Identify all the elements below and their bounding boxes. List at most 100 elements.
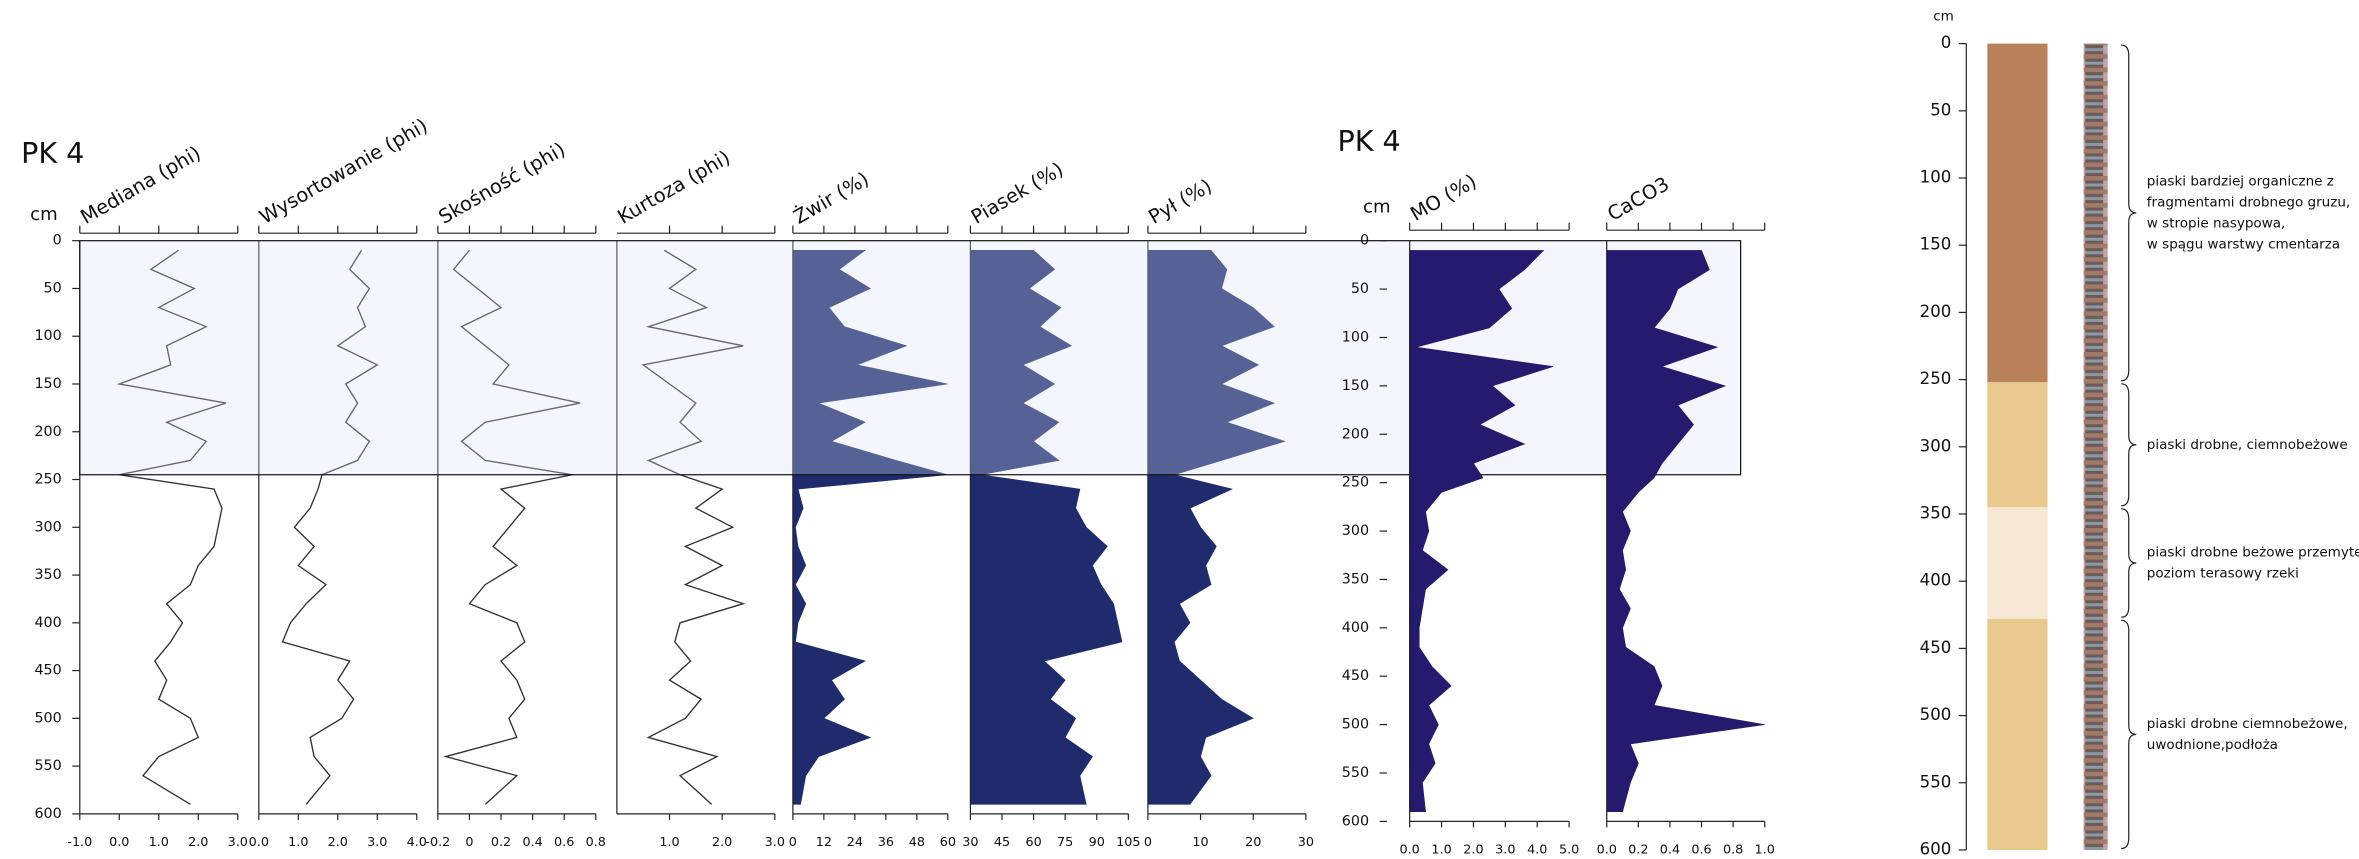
- depth-tick-label: 0: [1941, 33, 1952, 52]
- depth-line: [281, 249, 379, 805]
- x-tick-label: 75: [1057, 835, 1073, 850]
- x-tick-label: 12: [816, 835, 832, 850]
- x-tick-label: 60: [1025, 835, 1041, 850]
- panel-title: Piasek (%): [967, 158, 1067, 229]
- depth-line: [116, 249, 227, 805]
- x-tick-label: 2.0: [188, 835, 208, 850]
- depth-tick-label: 550: [34, 758, 61, 774]
- depth-axis-label: cm: [1363, 197, 1391, 218]
- x-tick-label: 60: [940, 835, 956, 850]
- x-tick-label: 36: [878, 835, 894, 850]
- depth-tick-label: 450: [1342, 668, 1369, 684]
- depth-tick-label: 100: [34, 328, 61, 344]
- panel-title: Skośność (phi): [435, 138, 570, 229]
- depth-tick-label: 250: [34, 472, 61, 488]
- depth-tick-label: 100: [1342, 329, 1369, 345]
- x-tick-label: 0.2: [1628, 842, 1648, 857]
- x-tick-label: 0.6: [554, 835, 574, 850]
- panel-title: Wysortowanie (phi): [256, 114, 432, 229]
- x-tick-label: 3.0: [1495, 842, 1515, 857]
- x-tick-label: 0.8: [1723, 842, 1743, 857]
- panel-title: Kurtoza (phi): [614, 146, 734, 229]
- x-tick-label: 3.0: [367, 835, 387, 850]
- depth-tick-label: 350: [1920, 503, 1952, 522]
- x-tick-label: 0: [789, 835, 797, 850]
- depth-tick-label: 500: [34, 710, 61, 726]
- depth-area: [1147, 249, 1286, 805]
- x-tick-label: 48: [909, 835, 925, 850]
- x-tick-label: 20: [1245, 835, 1261, 850]
- depth-tick-label: 200: [1920, 302, 1952, 321]
- depth-tick-label: 350: [34, 567, 61, 583]
- x-tick-label: -1.0: [67, 835, 92, 850]
- x-tick-label: 10: [1192, 835, 1208, 850]
- x-tick-label: 0.4: [1660, 842, 1680, 857]
- x-tick-label: 2.0: [1463, 842, 1483, 857]
- depth-area: [1606, 250, 1765, 813]
- depth-tick-label: 150: [1920, 235, 1952, 254]
- x-tick-label: 0.6: [1691, 842, 1711, 857]
- depth-tick-label: 200: [34, 424, 61, 440]
- depth-tick-label: 600: [1342, 813, 1369, 829]
- depth-tick-label: 350: [1342, 571, 1369, 587]
- depth-area: [1409, 250, 1554, 813]
- x-tick-label: 0.8: [586, 835, 606, 850]
- x-tick-label: 45: [994, 835, 1010, 850]
- x-tick-label: 5.0: [1559, 842, 1579, 857]
- x-tick-label: 1.0: [149, 835, 169, 850]
- depth-tick-label: 450: [34, 663, 61, 679]
- depth-tick-label: 150: [34, 376, 61, 392]
- layer-description: piaski bardziej organiczne z: [2147, 173, 2334, 189]
- depth-tick-label: 600: [1920, 839, 1952, 858]
- x-tick-label: 2.0: [712, 835, 732, 850]
- x-tick-label: 24: [847, 835, 863, 850]
- depth-tick-label: 400: [1920, 571, 1952, 590]
- x-tick-label: 1.0: [1431, 842, 1451, 857]
- depth-tick-label: 500: [1920, 705, 1952, 724]
- panel-title: Pył (%): [1145, 174, 1216, 228]
- x-tick-label: 30: [962, 835, 978, 850]
- x-tick-label: 0: [1144, 835, 1152, 850]
- panel-title: Mediana (phi): [77, 141, 205, 228]
- depth-tick-label: 500: [1342, 717, 1369, 733]
- x-tick-label: 1.0: [288, 835, 308, 850]
- panel-title: Żwir (%): [790, 167, 873, 228]
- depth-line: [641, 249, 746, 805]
- depth-tick-label: 400: [34, 615, 61, 631]
- layer: [1987, 43, 2048, 383]
- depth-tick-label: 250: [1342, 475, 1369, 491]
- group-title: PK 4: [21, 136, 84, 170]
- x-tick-label: 105: [1116, 835, 1140, 850]
- depth-tick-label: 400: [1342, 620, 1369, 636]
- depth-tick-label: 50: [44, 280, 62, 296]
- x-tick-label: 0.2: [491, 835, 511, 850]
- depth-area: [970, 249, 1123, 805]
- depth-tick-label: 550: [1920, 772, 1952, 791]
- x-tick-label: 1.0: [1755, 842, 1775, 857]
- depth-tick-label: 200: [1342, 426, 1369, 442]
- depth-tick-label: 0: [1360, 233, 1369, 249]
- x-tick-label: 0: [465, 835, 473, 850]
- panel-title: CaCO3: [1604, 172, 1674, 225]
- layer-description: poziom terasowy rzeki: [2147, 566, 2299, 582]
- depth-area: [792, 249, 948, 805]
- layer-description: w stropie nasypowa,: [2147, 215, 2286, 231]
- x-tick-label: 0.4: [522, 835, 542, 850]
- depth-tick-label: 450: [1920, 638, 1952, 657]
- layer: [1987, 618, 2048, 850]
- panel-title: MO (%): [1406, 170, 1480, 226]
- layer-description: fragmentami drobnego gruzu,: [2147, 194, 2350, 210]
- layer-description: piaski drobne beżowe przemyte: [2147, 545, 2359, 561]
- x-tick-label: 3.0: [765, 835, 785, 850]
- x-tick-label: 0.0: [1597, 842, 1617, 857]
- x-tick-label: 1.0: [659, 835, 679, 850]
- layer-description: w spągu warstwy cmentarza: [2147, 237, 2340, 253]
- core-photo: [2083, 43, 2108, 850]
- group-title: PK 4: [1337, 124, 1400, 158]
- x-tick-label: 3.0: [228, 835, 248, 850]
- x-tick-label: 4.0: [1527, 842, 1547, 857]
- depth-tick-label: 150: [1342, 378, 1369, 394]
- x-tick-label: 2.0: [328, 835, 348, 850]
- depth-tick-label: 600: [34, 806, 61, 822]
